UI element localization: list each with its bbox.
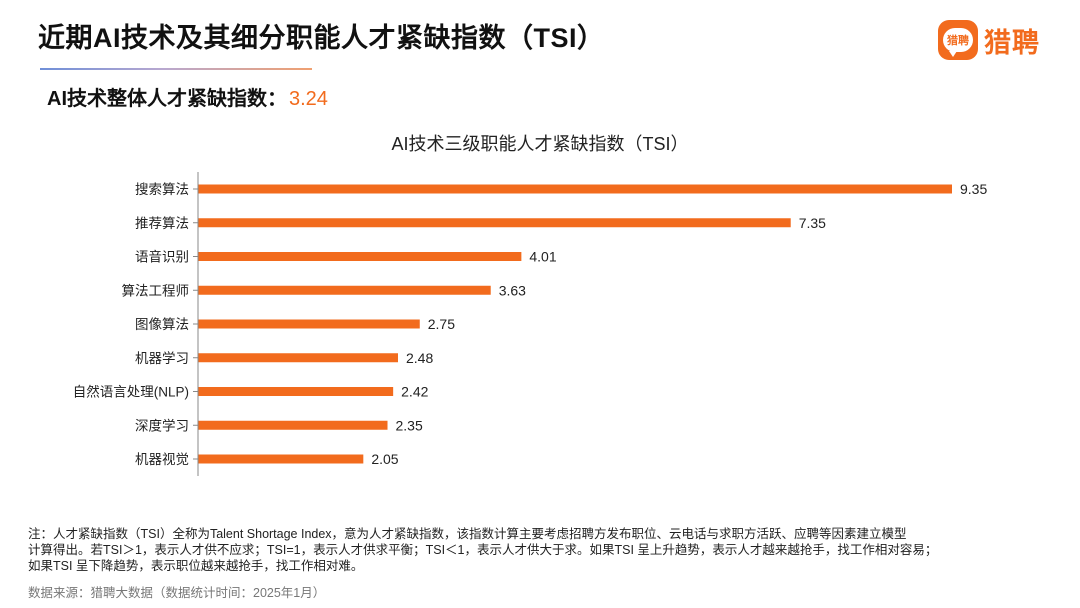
overall-index-label: AI技术整体人才紧缺指数： <box>47 88 287 110</box>
data-source: 数据来源：猎聘大数据（数据统计时间：2025年1月） <box>28 586 326 600</box>
category-label: 机器视觉 <box>135 452 189 467</box>
logo-badge-text: 猎聘 <box>943 28 973 57</box>
value-label: 9.35 <box>960 181 987 197</box>
value-label: 2.05 <box>371 451 398 467</box>
logo-badge-icon: 猎聘 <box>938 20 978 60</box>
overall-index-value: 3.24 <box>289 88 328 110</box>
bar-chart: 搜索算法 9.35 推荐算法 7.35 语音识别 4.01 算法工程师 3.63 图像算法 2.7… <box>73 172 987 476</box>
footnote: 注：人才紧缺指数（TSI）全称为Talent Shortage Index，意为… <box>28 526 1028 574</box>
liepin-logo: 猎聘 猎聘 <box>938 20 1040 60</box>
bar <box>198 420 388 430</box>
bar <box>198 454 364 464</box>
chart-title: AI技术三级职能人才紧缺指数（TSI） <box>391 134 689 154</box>
category-label: 图像算法 <box>135 317 189 332</box>
value-label: 4.01 <box>529 249 556 265</box>
category-label: 自然语言处理(NLP) <box>73 384 189 400</box>
value-label: 2.48 <box>406 350 433 366</box>
overall-index: AI技术整体人才紧缺指数： 3.24 <box>47 82 328 111</box>
category-label: 语音识别 <box>135 249 189 265</box>
category-label: 机器学习 <box>135 351 189 366</box>
value-label: 3.63 <box>499 282 526 298</box>
bar <box>198 252 522 261</box>
bar <box>198 319 420 329</box>
logo-text: 猎聘 <box>984 27 1040 58</box>
category-label: 推荐算法 <box>135 216 189 231</box>
bar <box>198 353 398 363</box>
bar <box>198 285 491 295</box>
value-label: 2.42 <box>401 384 428 400</box>
value-label: 2.75 <box>428 316 455 332</box>
bar <box>198 218 791 228</box>
category-label: 深度学习 <box>135 418 189 433</box>
value-label: 2.35 <box>396 417 423 433</box>
page-title: 近期AI技术及其细分职能人才紧缺指数（TSI） <box>38 23 605 53</box>
footnote-line-2: 计算得出。若TSI＞1，表示人才供不应求；TSI=1，表示人才供求平衡；TSI＜… <box>28 543 938 557</box>
bar <box>198 184 952 194</box>
title-underline <box>40 68 312 70</box>
footnote-line-3: 如果TSI 呈下降趋势，表示职位越来越抢手，找工作相对难。 <box>28 559 364 573</box>
bar <box>198 387 394 396</box>
category-label: 搜索算法 <box>135 182 189 197</box>
value-label: 7.35 <box>799 215 826 231</box>
footnote-line-1: 注：人才紧缺指数（TSI）全称为Talent Shortage Index，意为… <box>28 527 907 541</box>
category-label: 算法工程师 <box>122 283 190 298</box>
